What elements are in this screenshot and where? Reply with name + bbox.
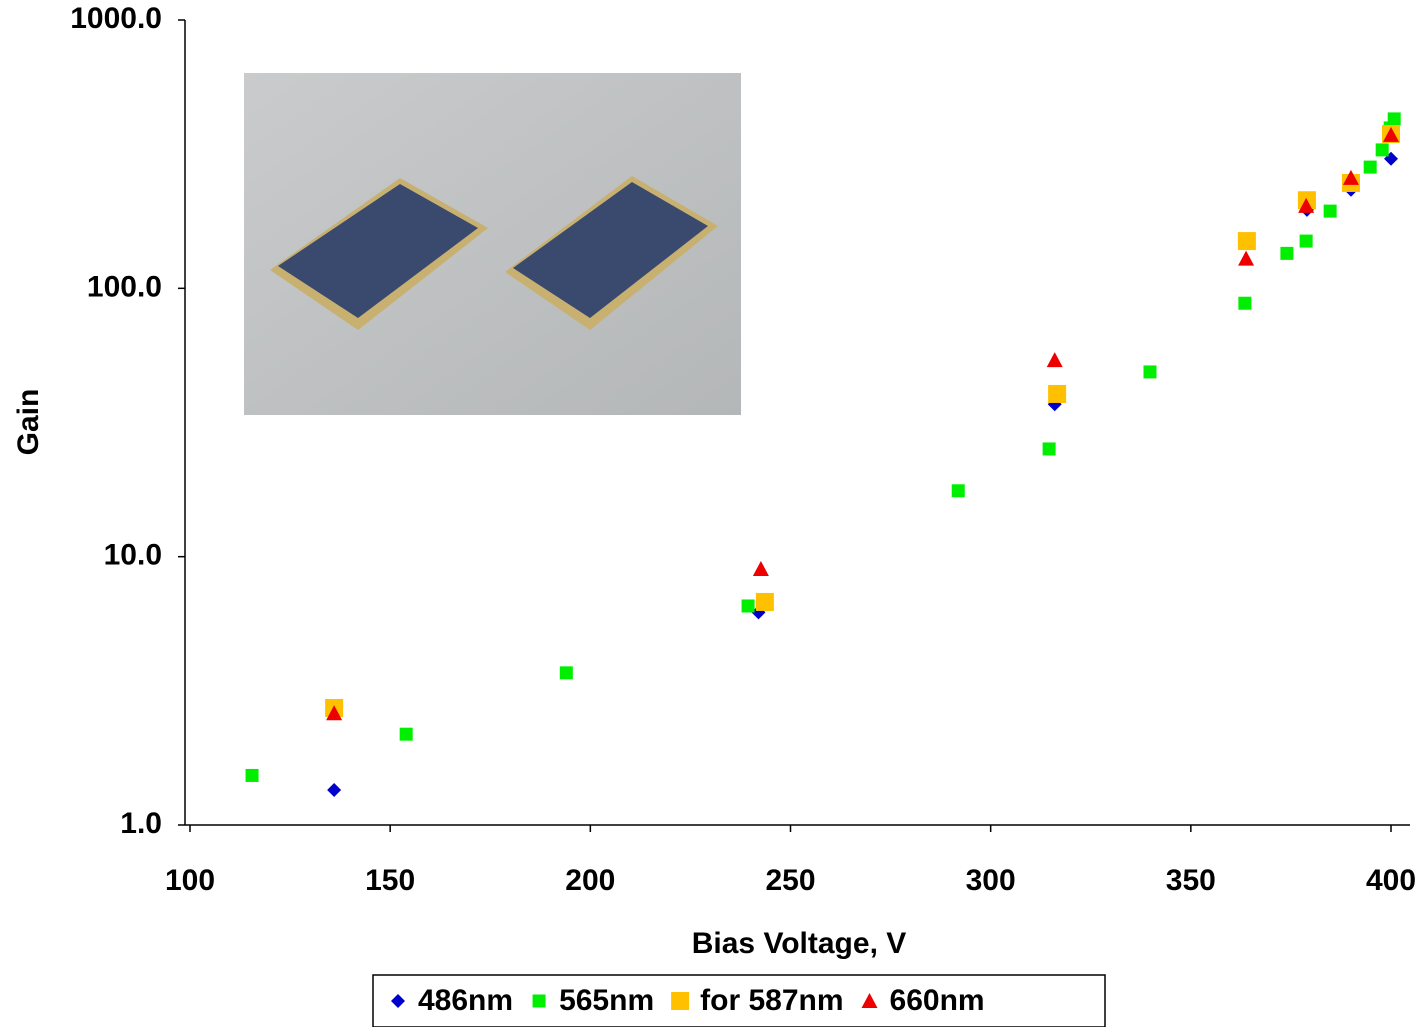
point <box>951 484 965 498</box>
point <box>1238 250 1255 266</box>
point <box>1048 384 1067 403</box>
point <box>399 727 413 741</box>
point <box>327 783 342 798</box>
photo <box>244 73 741 415</box>
legend-label: for 587nm <box>700 984 843 1017</box>
x-tick-label: 250 <box>765 864 815 897</box>
point <box>1042 442 1056 456</box>
legend-label: 565nm <box>559 984 654 1017</box>
point <box>755 592 774 611</box>
x-tick-label: 200 <box>565 864 615 897</box>
legend-label: 486nm <box>418 984 513 1017</box>
legend-marker <box>861 993 878 1008</box>
legend-marker <box>391 994 405 1008</box>
x-tick-label: 300 <box>966 864 1016 897</box>
x-tick-label: 150 <box>365 864 415 897</box>
point <box>1323 204 1337 218</box>
point <box>326 705 343 721</box>
x-tick-label: 350 <box>1166 864 1216 897</box>
point <box>1280 246 1294 260</box>
point <box>1046 352 1063 368</box>
point <box>1387 112 1401 126</box>
point <box>1383 126 1399 142</box>
legend-marker <box>532 994 546 1008</box>
point <box>1375 143 1389 157</box>
point <box>1238 296 1252 310</box>
x-tick-label: 400 <box>1366 864 1416 897</box>
point <box>741 599 755 613</box>
point <box>245 768 259 782</box>
y-tick-label: 1000.0 <box>70 2 162 35</box>
legend-label: 660nm <box>890 984 985 1017</box>
y-tick-label: 10.0 <box>104 539 162 572</box>
x-tick-label: 100 <box>165 864 215 897</box>
y-tick-label: 1.0 <box>120 807 162 840</box>
x-axis-label: Bias Voltage, V <box>692 927 907 960</box>
y-tick-label: 100.0 <box>87 270 162 303</box>
point <box>1237 232 1256 251</box>
point <box>1342 169 1359 185</box>
point <box>559 666 573 680</box>
point <box>1298 197 1315 213</box>
legend-marker <box>671 992 690 1010</box>
point <box>1143 365 1157 379</box>
point <box>752 560 769 576</box>
point <box>1363 160 1377 174</box>
y-axis-label: Gain <box>12 389 45 456</box>
point <box>1299 234 1313 248</box>
